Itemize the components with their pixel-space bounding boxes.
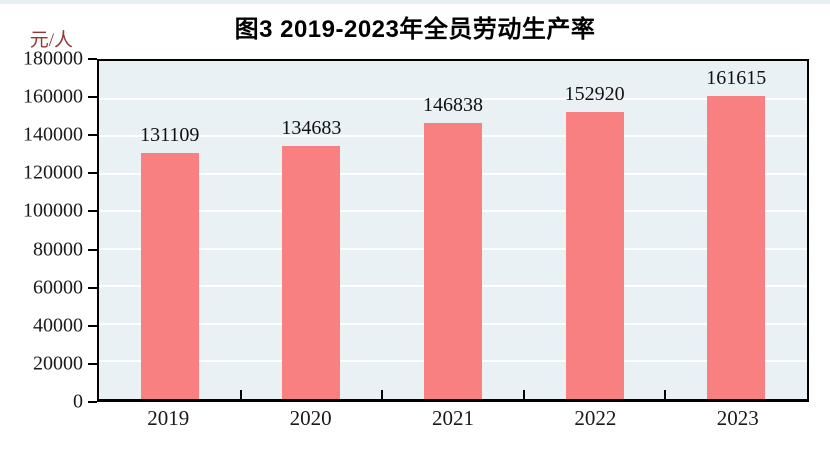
x-axis-boundary-tick [239, 390, 242, 399]
plot-area: 131109 134683 146838 152920 161615 [97, 59, 809, 402]
y-axis-tick-mark [88, 210, 97, 213]
y-axis-unit-label: 元/人 [29, 30, 73, 51]
bar-2023 [707, 95, 766, 399]
page-top-edge-strip [0, 0, 830, 4]
gridline [99, 97, 807, 100]
x-axis: 2019 2020 2021 2022 2023 [97, 406, 809, 434]
bar-value-label: 161615 [706, 66, 767, 89]
y-axis-tick-label: 100000 [23, 199, 83, 222]
y-axis-tick-mark [88, 58, 97, 60]
y-axis-tick-label: 160000 [23, 85, 83, 108]
bar-2021 [424, 123, 482, 399]
x-axis-boundary-tick [664, 390, 667, 399]
bar-value-label: 152920 [564, 82, 625, 105]
bar-2020 [282, 146, 341, 399]
y-axis-tick-label: 180000 [23, 47, 83, 70]
y-axis-tick-mark [88, 286, 97, 289]
y-axis: 0 20000 40000 60000 80000 100000 120000 140000 1… [0, 48, 97, 413]
y-axis-tick-mark [88, 248, 97, 251]
x-axis-tick-label: 2020 [289, 406, 332, 430]
x-axis-tick-label: 2019 [147, 406, 190, 430]
y-axis-tick-label: 0 [73, 390, 83, 413]
bar-value-label: 146838 [423, 94, 483, 117]
x-axis-boundary-tick [381, 390, 384, 399]
x-axis-tick-label: 2023 [716, 406, 759, 430]
bar-value-label: 134683 [281, 117, 342, 140]
y-axis-tick-label: 60000 [33, 276, 83, 299]
x-axis-boundary-tick [522, 390, 525, 399]
chart-title: 图3 2019-2023年全员劳动生产率 [234, 16, 596, 43]
y-axis-tick-mark [88, 362, 97, 365]
y-axis-tick-label: 40000 [33, 314, 83, 337]
y-axis-tick-mark [88, 401, 97, 403]
y-axis-tick-mark [88, 134, 97, 137]
x-axis-tick-label: 2021 [431, 406, 474, 430]
x-axis-tick-label: 2022 [574, 406, 617, 430]
y-axis-tick-mark [88, 96, 97, 99]
y-axis-tick-mark [88, 172, 97, 175]
bar-2022 [565, 111, 624, 399]
y-axis-tick-label: 20000 [33, 352, 83, 375]
bar-2019 [140, 152, 199, 399]
y-axis-tick-mark [88, 324, 97, 327]
bar-value-label: 131109 [140, 123, 200, 146]
y-axis-tick-label: 120000 [23, 161, 83, 184]
y-axis-tick-label: 140000 [23, 123, 83, 146]
y-axis-tick-label: 80000 [33, 238, 83, 261]
